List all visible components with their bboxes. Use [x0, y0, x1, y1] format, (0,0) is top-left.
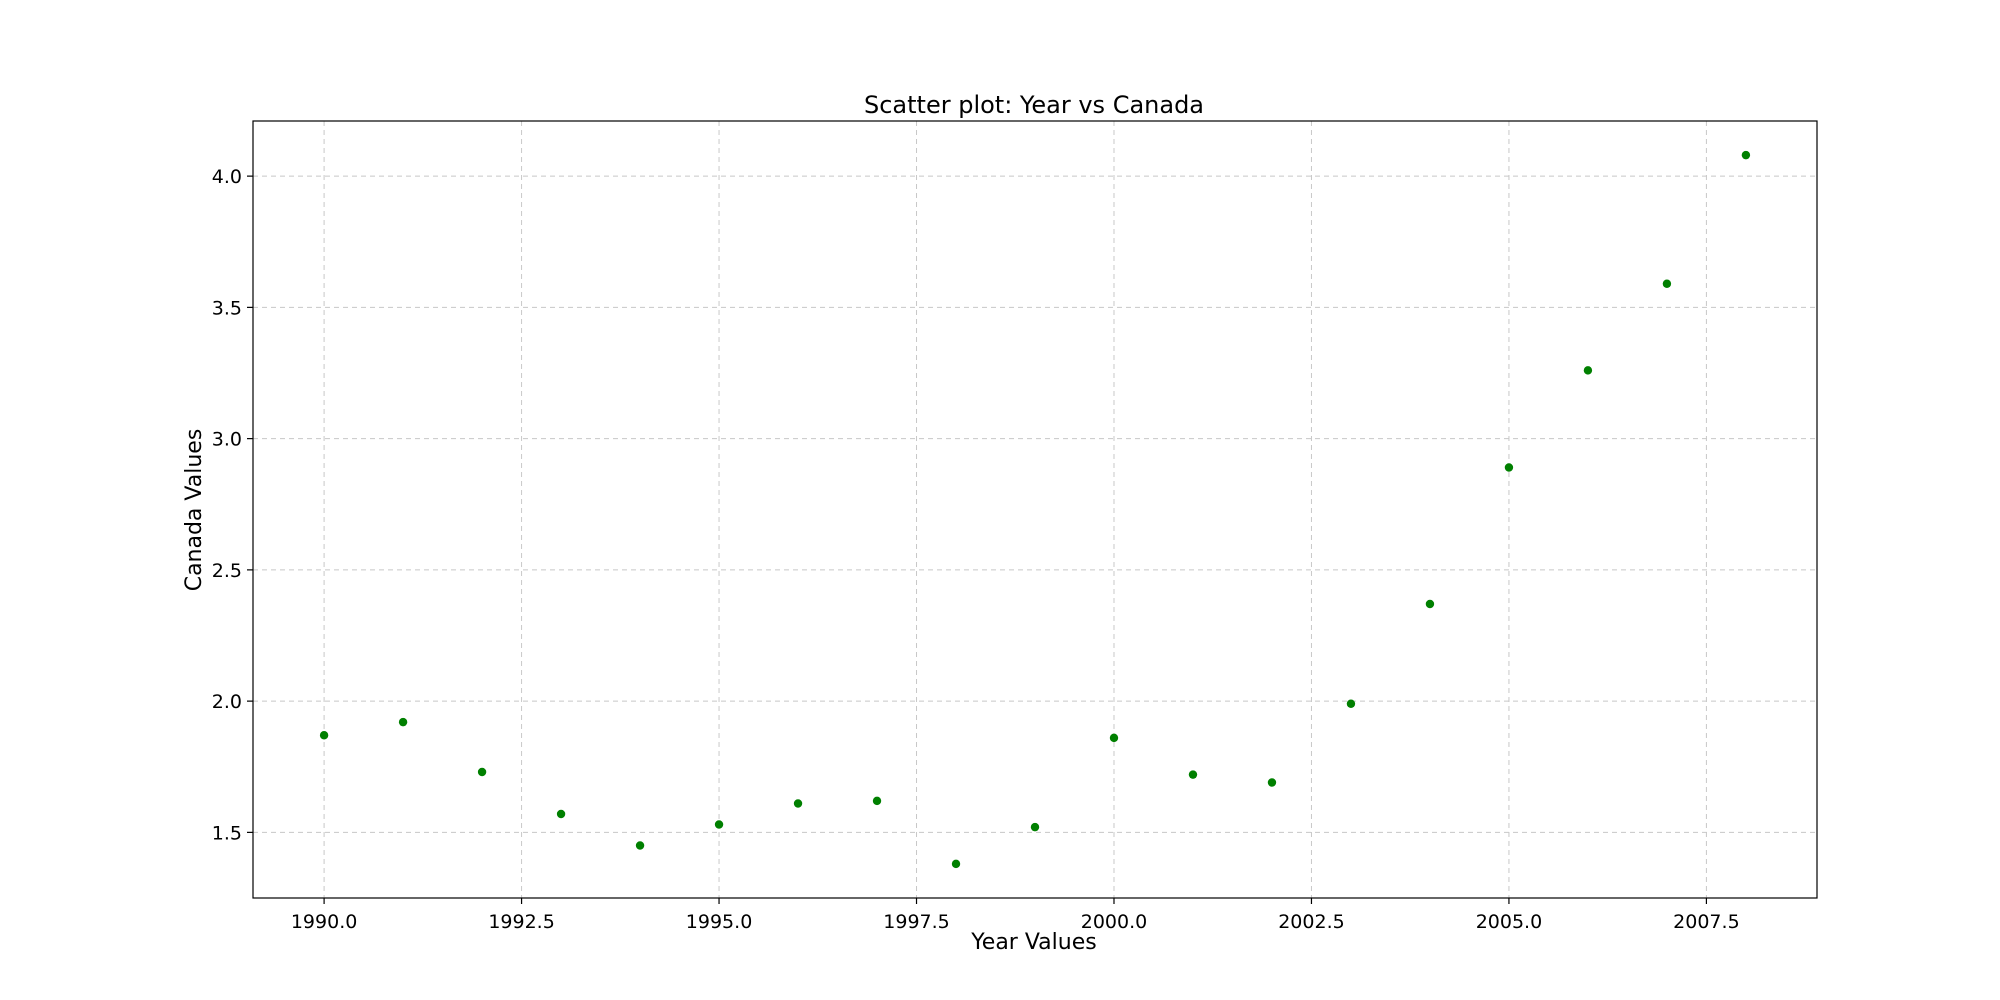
y-axis-label: Canada Values: [182, 429, 207, 592]
x-tick-label: 2002.5: [1278, 911, 1344, 933]
x-axis-label: Year Values: [970, 930, 1096, 955]
scatter-points: [319, 150, 1751, 869]
scatter-point: [951, 859, 961, 869]
plot-area-frame: [252, 120, 1818, 899]
scatter-point: [556, 809, 566, 819]
y-tick-label: 3.0: [212, 429, 242, 451]
scatter-point: [635, 841, 645, 850]
x-tick-label: 1997.5: [883, 911, 949, 933]
x-axis-ticks: 1990.0 1992.5 1995.0 1997.5 2000.0 2002.5 2005…: [291, 898, 1740, 933]
scatter-point: [1267, 778, 1277, 787]
y-tick-label: 1.5: [212, 822, 242, 844]
scatter-point: [714, 820, 724, 829]
scatter-point: [1346, 699, 1356, 708]
x-tick-label: 1990.0: [291, 911, 357, 933]
scatter-point: [1583, 366, 1593, 375]
scatter-point: [793, 799, 803, 808]
chart-title: Scatter plot: Year vs Canada: [864, 91, 1204, 119]
scatter-point: [872, 796, 882, 806]
x-tick-label: 1995.0: [686, 911, 752, 933]
y-tick-label: 4.0: [212, 166, 242, 188]
scatter-point: [1662, 279, 1672, 288]
scatter-point: [1188, 770, 1198, 779]
scatter-point: [1741, 150, 1751, 160]
scatter-point: [1504, 463, 1514, 472]
x-tick-label: 2000.0: [1081, 911, 1147, 933]
x-tick-label: 1992.5: [488, 911, 554, 933]
x-tick-label: 2005.0: [1476, 911, 1542, 933]
y-tick-label: 3.5: [212, 297, 242, 319]
scatter-point: [477, 767, 487, 777]
grid-lines: [253, 121, 1817, 898]
x-tick-label: 2007.5: [1673, 911, 1739, 933]
y-tick-label: 2.5: [212, 560, 242, 582]
scatter-point: [1425, 599, 1435, 609]
scatter-point: [398, 717, 408, 727]
scatter-point: [319, 731, 329, 740]
y-axis-ticks: 1.5 2.0 2.5 3.0 3.5 4.0: [212, 166, 253, 844]
scatter-point: [1109, 733, 1119, 743]
y-tick-label: 2.0: [212, 691, 242, 713]
scatter-point: [1030, 822, 1040, 832]
